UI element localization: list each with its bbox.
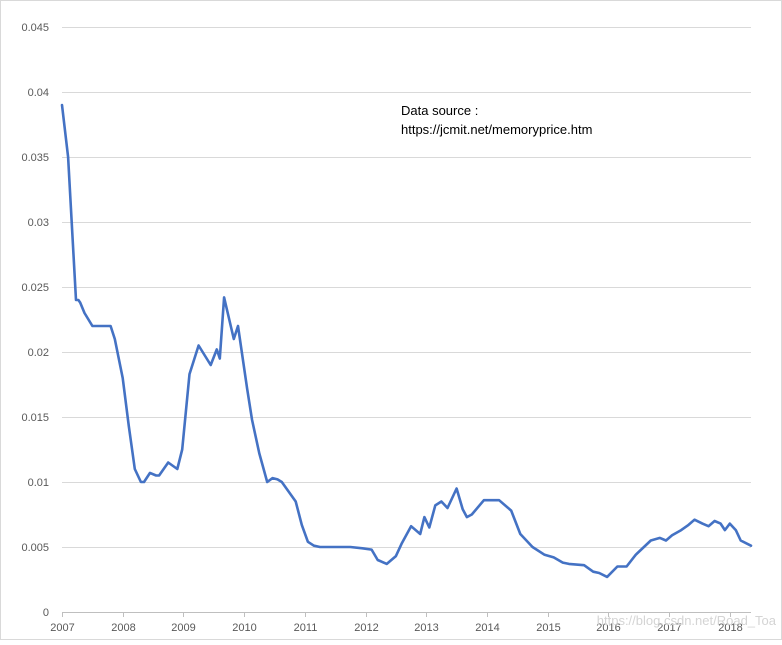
- x-tick-labels: 2007 2008 2009 2010 2011 2012 2013 2014 2015 2016…: [50, 622, 742, 634]
- y-tick-label: 0.01: [28, 477, 49, 489]
- x-tick-label: 2015: [536, 622, 560, 634]
- annotation-line-1: Data source :: [401, 103, 478, 118]
- x-tick-label: 2011: [294, 622, 318, 634]
- x-tick-label: 2010: [232, 622, 256, 634]
- watermark-text: https://blog.csdn.net/Road_Toa: [597, 613, 777, 628]
- x-tick-label: 2017: [657, 622, 681, 634]
- y-tick-label: 0.035: [21, 152, 49, 164]
- x-tick-label: 2012: [354, 622, 378, 634]
- y-tick-label: 0.02: [28, 347, 49, 359]
- y-tick-label: 0.03: [28, 217, 49, 229]
- x-tick-label: 2016: [596, 622, 620, 634]
- y-tick-label: 0.025: [21, 282, 49, 294]
- x-tick-label: 2013: [414, 622, 438, 634]
- y-tick-label: 0.015: [21, 412, 49, 424]
- axes: [62, 612, 751, 617]
- y-tick-label: 0.045: [21, 22, 49, 34]
- y-tick-label: 0.04: [28, 87, 49, 99]
- x-tick-label: 2009: [171, 622, 195, 634]
- gridlines: [62, 27, 751, 548]
- series: [60, 103, 753, 579]
- series-line: [60, 103, 753, 579]
- x-tick-label: 2007: [50, 622, 74, 634]
- y-tick-labels: 0 0.005 0.01 0.015 0.02 0.025 0.03 0.035 0.04 0.0…: [21, 22, 49, 619]
- annotation-line-2: https://jcmit.net/memoryprice.htm: [401, 122, 592, 137]
- x-tick-label: 2008: [111, 622, 135, 634]
- y-tick-label: 0: [43, 607, 49, 619]
- x-tick-label: 2018: [718, 622, 742, 634]
- y-tick-label: 0.005: [21, 542, 49, 554]
- x-tick-label: 2014: [475, 622, 499, 634]
